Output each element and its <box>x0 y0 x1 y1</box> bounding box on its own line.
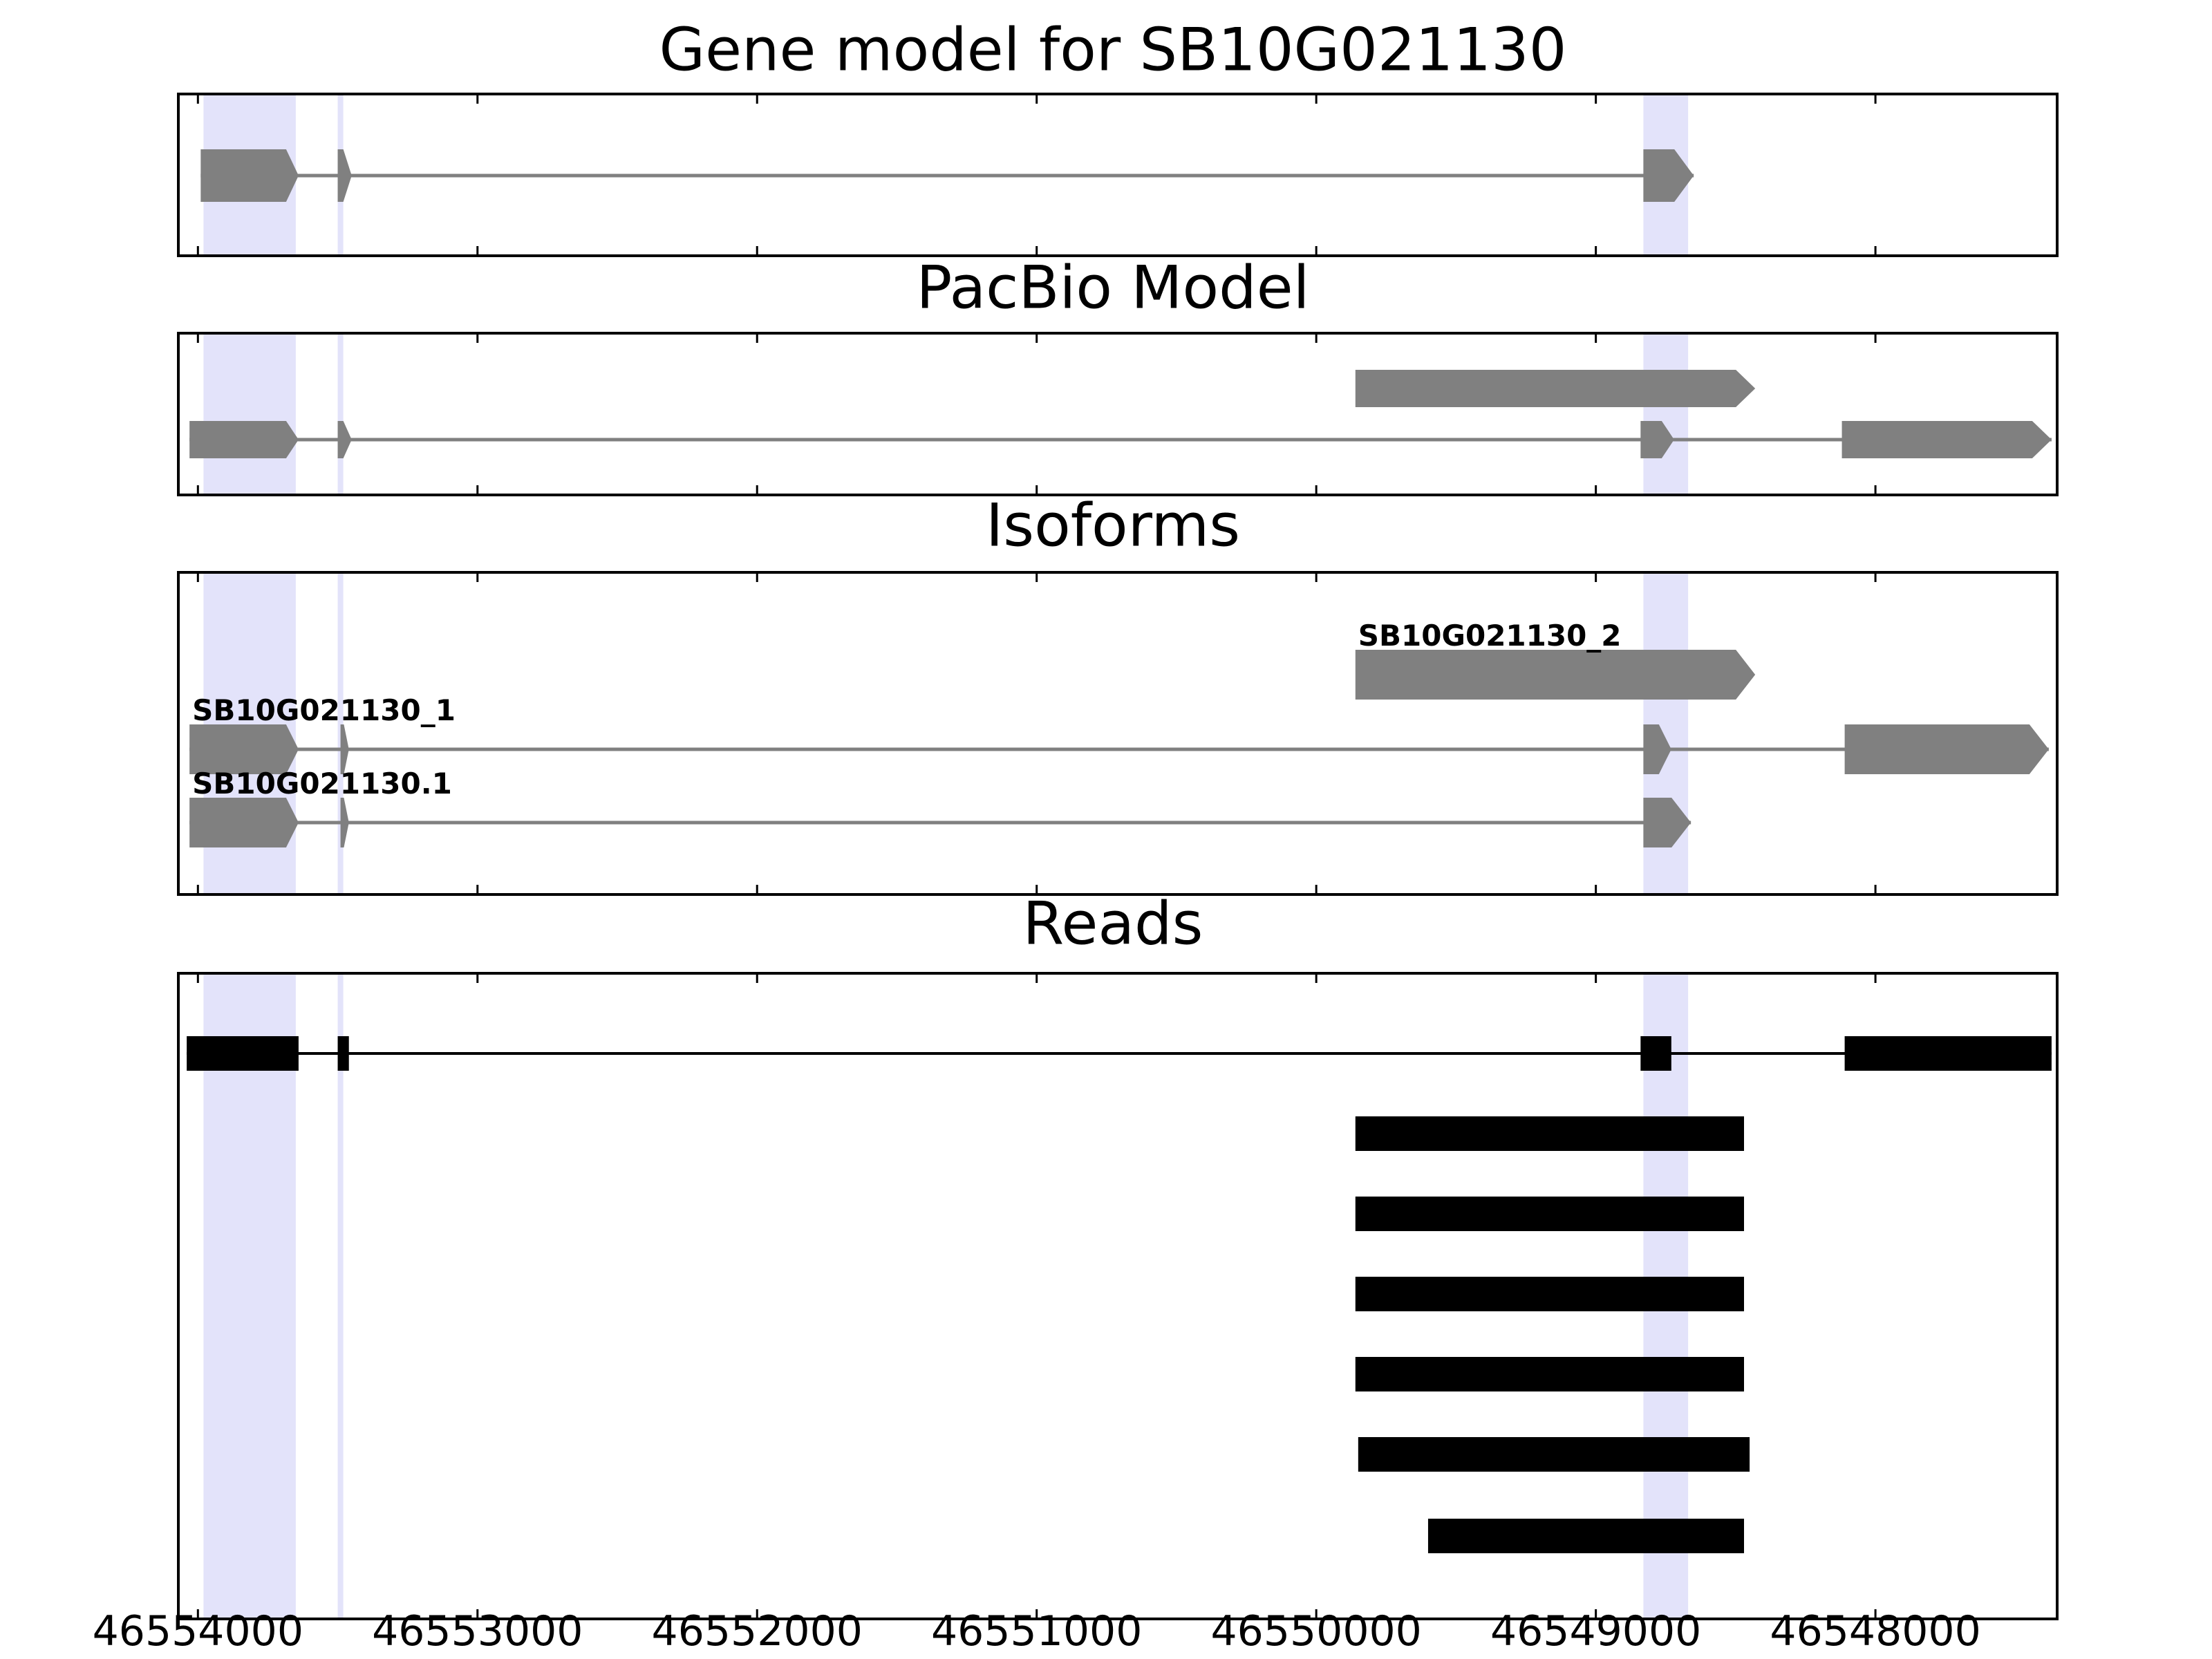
panel-frame <box>177 571 2059 896</box>
read-track <box>1427 1519 1744 1553</box>
exon-block <box>1643 724 1671 774</box>
highlight-region <box>1643 333 1689 495</box>
read-block <box>1355 1357 1744 1391</box>
panel-frame <box>177 93 2059 257</box>
isoform-label: SB10G021130_2 <box>1358 619 1622 653</box>
panel-frame <box>177 972 2059 1620</box>
transcript-track <box>189 421 2052 458</box>
exon-block <box>1841 421 2052 458</box>
panel-title-isoforms: Isoforms <box>986 491 1240 560</box>
exon-block <box>1355 370 1756 407</box>
read-track <box>1355 1277 1744 1311</box>
panel-frame <box>177 332 2059 496</box>
exon-block <box>337 421 352 458</box>
panel-title-reads: Reads <box>1023 889 1203 958</box>
x-tick-label: 46553000 <box>372 1607 583 1656</box>
isoform-label: SB10G021130.1 <box>192 767 452 800</box>
read-block <box>1358 1437 1750 1472</box>
exon-block <box>1643 798 1691 847</box>
transcript-track <box>1355 370 1756 407</box>
exon-block <box>340 724 349 774</box>
read-track <box>1355 1357 1744 1391</box>
highlight-region <box>337 973 344 1619</box>
highlight-region <box>203 973 296 1619</box>
read-track <box>1358 1437 1750 1472</box>
exon-block <box>340 798 349 847</box>
panel-title-pacbio-model: PacBio Model <box>916 253 1309 322</box>
transcript-track <box>200 149 1694 202</box>
exon-block <box>200 149 299 202</box>
read-block <box>1427 1519 1744 1553</box>
highlight-region <box>337 333 344 495</box>
exon-block <box>189 798 299 847</box>
panel-gene-model: Gene model for SB10G021130 <box>177 15 2059 257</box>
panel-title-gene-model: Gene model for SB10G021130 <box>659 15 1567 84</box>
transcript-track: SB10G021130_1 <box>189 693 2049 774</box>
x-tick-label: 46551000 <box>931 1607 1142 1656</box>
panel-pacbio-model: PacBio Model <box>177 253 2059 496</box>
read-block <box>1355 1116 1744 1151</box>
read-block <box>187 1036 299 1071</box>
exon-block <box>1355 650 1756 700</box>
read-block <box>1844 1036 2052 1071</box>
read-block <box>1355 1197 1744 1231</box>
exon-block <box>189 724 299 774</box>
read-block <box>337 1036 349 1071</box>
exon-block <box>1844 724 2049 774</box>
read-block <box>1355 1277 1744 1311</box>
highlight-region <box>203 333 296 495</box>
x-axis-tick-labels: 46554000 46553000 46552000 46551000 4655… <box>93 1607 1981 1656</box>
isoform-label: SB10G021130_1 <box>192 693 456 727</box>
transcript-track: SB10G021130.1 <box>189 767 1691 847</box>
transcript-track: SB10G021130_2 <box>1355 619 1756 700</box>
read-track <box>1355 1197 1744 1231</box>
read-track <box>187 1036 2052 1071</box>
exon-block <box>1640 421 1674 458</box>
x-tick-label: 46550000 <box>1210 1607 1421 1656</box>
panel-reads: Reads <box>177 889 2059 1620</box>
x-tick-label: 46554000 <box>93 1607 303 1656</box>
x-tick-label: 46548000 <box>1770 1607 1980 1656</box>
exon-block <box>1643 149 1694 202</box>
panel-isoforms: Isoforms SB10G021130_2 SB10G021130_1 SB10G… <box>177 491 2059 896</box>
x-tick-label: 46552000 <box>652 1607 863 1656</box>
exon-block <box>337 149 352 202</box>
x-tick-label: 46549000 <box>1490 1607 1701 1656</box>
read-block <box>1640 1036 1671 1071</box>
exon-block <box>189 421 299 458</box>
read-track <box>1355 1116 1744 1151</box>
